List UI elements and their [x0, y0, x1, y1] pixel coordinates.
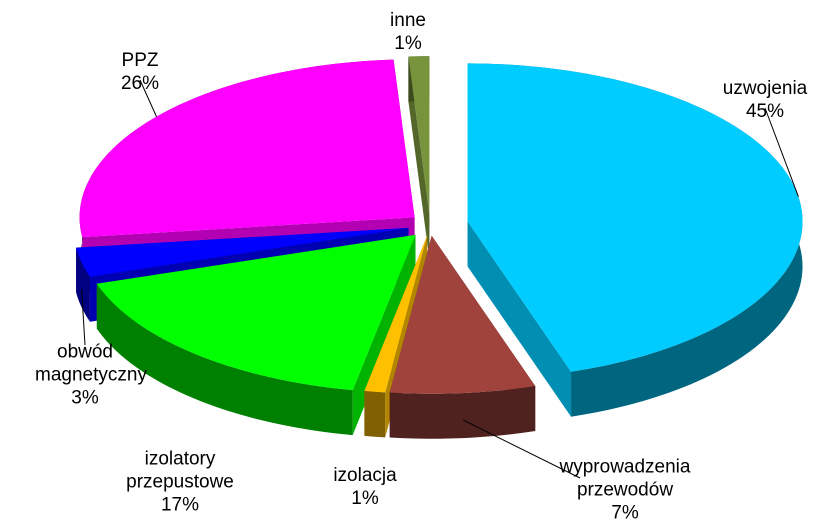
slice-top	[467, 63, 803, 372]
slice-wall	[364, 390, 386, 438]
slice-top	[96, 234, 416, 391]
slice-side	[408, 56, 430, 260]
slice-label: izolatory przepustowe 17%	[120, 448, 240, 517]
category-label: wyprowadzenia przewodów	[559, 456, 691, 501]
slice	[408, 56, 430, 260]
category-label: uzwojenia	[722, 78, 808, 99]
value-label: 26%	[120, 73, 160, 94]
slice-wall	[389, 386, 536, 439]
value-label: 17%	[160, 494, 200, 516]
slice-label: obwód magnetyczny 3%	[35, 341, 147, 410]
slice-label: wyprowadzenia przewodów 7%	[545, 456, 705, 525]
value-label: 1%	[351, 488, 379, 509]
slice	[389, 235, 536, 439]
slice-label: PPZ 26%	[121, 49, 159, 95]
slice-label: izolacja 1%	[333, 464, 396, 510]
slice-top	[76, 227, 409, 277]
category-label: PPZ	[121, 50, 159, 71]
slice-top	[408, 56, 430, 215]
leader-line	[81, 289, 86, 346]
slice-wall	[76, 247, 90, 322]
value-label: 45%	[745, 101, 785, 122]
category-label: obwód magnetyczny	[35, 341, 147, 386]
value-label: 1%	[394, 33, 422, 54]
value-label: 3%	[71, 387, 99, 409]
category-label: izolatory przepustowe	[126, 448, 234, 493]
slice-wall	[96, 283, 353, 436]
category-label: inne	[390, 10, 426, 31]
slice-side	[467, 221, 572, 417]
leader-line	[139, 79, 157, 117]
slice-top	[79, 59, 415, 238]
slice-top	[389, 235, 536, 394]
slice	[467, 63, 803, 417]
slice-label: inne 1%	[390, 9, 426, 55]
category-label: izolacja	[333, 465, 397, 486]
leader-line	[764, 107, 799, 197]
slice-label: uzwojenia 45%	[723, 77, 808, 123]
slice-top	[364, 235, 428, 393]
leader-line	[462, 419, 581, 479]
value-label: 7%	[611, 502, 639, 524]
